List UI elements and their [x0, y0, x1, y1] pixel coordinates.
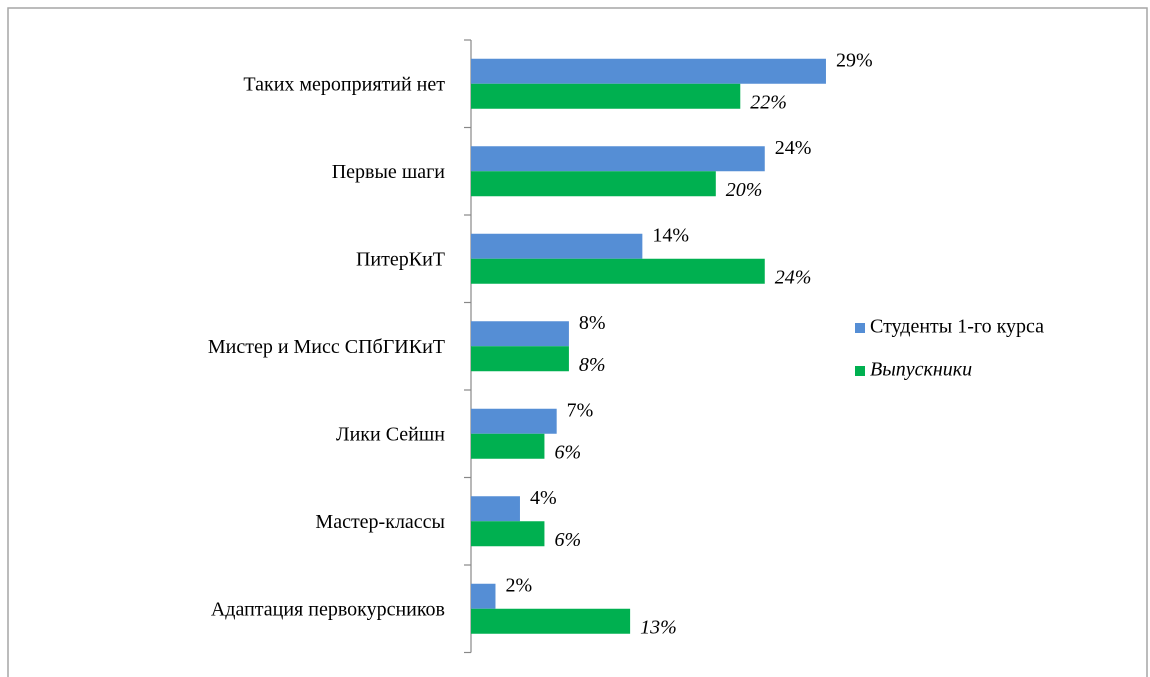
frame	[7, 7, 1148, 677]
value-label: 6%	[554, 441, 581, 463]
bar	[471, 346, 569, 372]
bar	[471, 258, 765, 284]
category-label: Мастер-классы	[315, 511, 445, 533]
value-label: 29%	[836, 49, 873, 71]
value-label: 13%	[640, 616, 677, 638]
category-label: Мистер и Мисс СПбГИКиТ	[208, 336, 445, 358]
value-label: 6%	[554, 529, 581, 551]
category-label: Таких мероприятий нет	[243, 73, 445, 95]
bar	[471, 608, 631, 634]
value-label: 20%	[726, 179, 763, 201]
bar	[471, 496, 520, 522]
legend-label: Студенты 1-го курса	[870, 316, 1044, 338]
legend-swatch	[855, 366, 865, 376]
bar	[471, 171, 716, 197]
legend-swatch	[855, 323, 865, 333]
value-label: 7%	[567, 399, 594, 421]
value-label: 8%	[579, 312, 606, 334]
bar	[471, 233, 643, 259]
bar	[471, 83, 741, 109]
category-label: Первые шаги	[332, 161, 446, 183]
bar	[471, 408, 557, 434]
bar	[471, 146, 765, 172]
value-label: 24%	[775, 137, 812, 159]
category-label: ПитерКиТ	[356, 248, 445, 270]
value-label: 24%	[775, 266, 812, 288]
value-label: 2%	[505, 574, 532, 596]
value-label: 22%	[750, 91, 787, 113]
value-label: 8%	[579, 354, 606, 376]
bar	[471, 321, 569, 347]
category-label: Лики Сейшн	[336, 423, 445, 445]
bar	[471, 433, 545, 459]
category-label: Адаптация первокурсников	[211, 598, 445, 620]
bar	[471, 583, 496, 609]
value-label: 14%	[652, 224, 689, 246]
bar	[471, 58, 826, 84]
legend-label: Выпускники	[870, 359, 972, 381]
bar	[471, 521, 545, 547]
value-label: 4%	[530, 487, 557, 509]
